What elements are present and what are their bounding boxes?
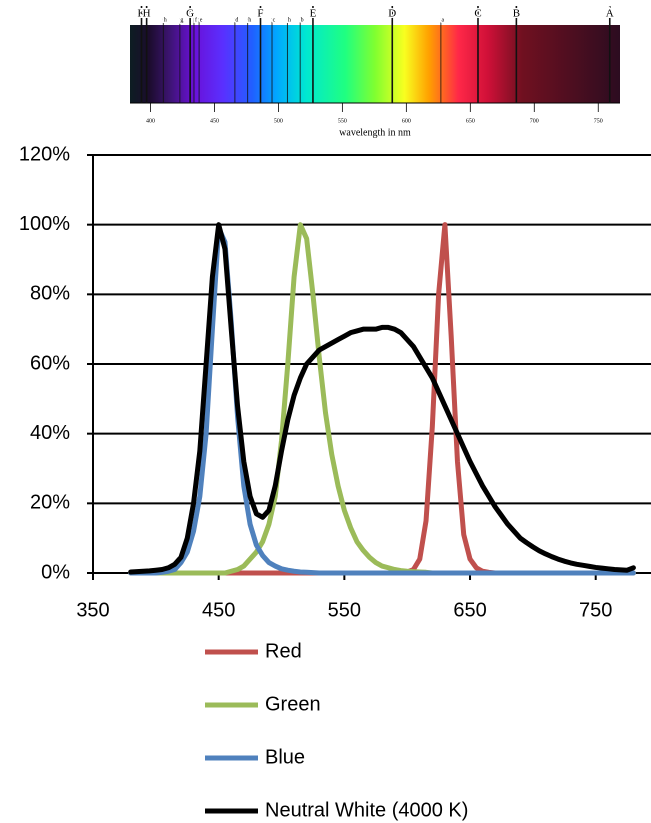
fraunhofer-label: g xyxy=(180,17,183,23)
series-line xyxy=(131,228,634,573)
fraunhofer-label: c xyxy=(273,17,276,23)
spectrum-tick-label: 700 xyxy=(530,118,539,124)
fraunhofer-label: B xyxy=(513,8,520,20)
legend-label: Blue xyxy=(265,746,305,768)
y-tick-label: 20% xyxy=(30,492,70,514)
y-tick-label: 100% xyxy=(19,213,70,235)
y-tick-label: 0% xyxy=(41,561,70,583)
x-tick-label: 750 xyxy=(579,599,612,621)
spectrum-tick-label: 450 xyxy=(210,118,219,124)
x-tick-label: 450 xyxy=(202,599,235,621)
spectrum-tick-label: 600 xyxy=(402,118,411,124)
fraunhofer-label: C xyxy=(474,8,481,20)
fraunhofer-label: G xyxy=(186,8,194,20)
legend-label: Neutral White (4000 K) xyxy=(265,799,468,821)
spectrum-tick-label: 750 xyxy=(594,118,603,124)
y-tick-label: 120% xyxy=(19,143,70,165)
x-tick-label: 350 xyxy=(76,599,109,621)
spectrum-tick-label: 550 xyxy=(338,118,347,124)
fraunhofer-label: h xyxy=(288,17,291,23)
x-tick-label: 650 xyxy=(453,599,486,621)
fraunhofer-label: E xyxy=(310,8,317,20)
fraunhofer-label: F xyxy=(257,8,263,20)
series-line xyxy=(131,225,634,572)
y-tick-label: 60% xyxy=(30,352,70,374)
fraunhofer-label: h xyxy=(248,17,251,23)
spectrum-tick-label: 500 xyxy=(274,118,283,124)
spectrum-axis-label: wavelength in nm xyxy=(339,127,411,138)
x-tick-label: 550 xyxy=(328,599,361,621)
figure: wavelength in nm KHhgGfedhFchbEDaCBA4004… xyxy=(0,0,651,823)
y-tick-label: 80% xyxy=(30,283,70,305)
fraunhofer-label: b xyxy=(301,17,304,23)
fraunhofer-label: e xyxy=(200,17,203,23)
spectrum-band xyxy=(130,25,620,103)
plot: 0% 20% 40% 60% 80% 100% 120% 350 450 550 650 750 Red… xyxy=(19,143,651,821)
fraunhofer-label: d xyxy=(235,17,238,23)
spectrum-tick-label: 650 xyxy=(466,118,475,124)
fraunhofer-label: A xyxy=(606,8,614,20)
fraunhofer-label: D xyxy=(388,8,396,20)
legend-label: Green xyxy=(265,693,321,715)
fraunhofer-label: a xyxy=(442,17,445,23)
legend-label: Red xyxy=(265,640,302,662)
y-tick-label: 40% xyxy=(30,422,70,444)
fraunhofer-label: H xyxy=(143,8,151,20)
fraunhofer-label: f xyxy=(195,16,197,23)
spectrum-tick-label: 400 xyxy=(146,118,155,124)
fraunhofer-label: h xyxy=(164,17,167,23)
